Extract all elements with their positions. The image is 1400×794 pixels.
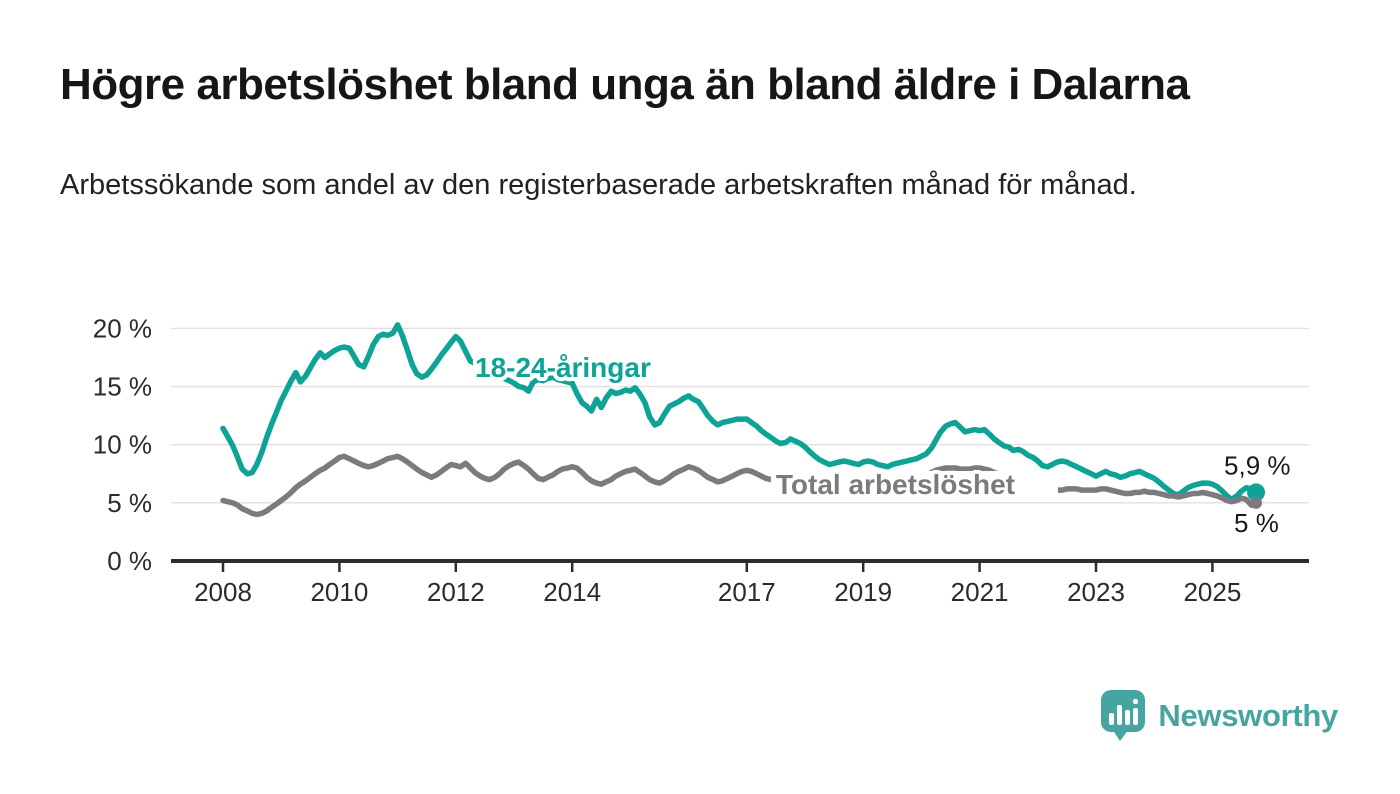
y-axis-tick-label: 15 % bbox=[93, 372, 152, 402]
page-title: Högre arbetslöshet bland unga än bland ä… bbox=[60, 60, 1190, 109]
newsworthy-logo-text: Newsworthy bbox=[1158, 697, 1338, 733]
y-axis-tick-label: 0 % bbox=[107, 546, 152, 576]
series-label-casing bbox=[770, 471, 1058, 501]
series-line-2 bbox=[220, 453, 1259, 518]
y-axis-tick-label: 5 % bbox=[107, 488, 152, 518]
x-axis-tick-label: 2021 bbox=[951, 577, 1009, 607]
x-axis-tick-label: 2023 bbox=[1067, 577, 1125, 607]
chart-subtitle: Arbetssökande som andel av den registerb… bbox=[60, 169, 1137, 201]
y-axis-tick-label: 20 % bbox=[93, 313, 152, 343]
series-line-1 bbox=[220, 322, 1259, 503]
x-axis-tick-label: 2014 bbox=[543, 577, 601, 607]
series-inline-label: Total arbetslöshet bbox=[776, 469, 1015, 500]
series-end-value-label: 5,9 % bbox=[1224, 450, 1291, 480]
x-axis-tick-label: 2008 bbox=[194, 577, 252, 607]
newsworthy-logo: Newsworthy bbox=[1100, 689, 1338, 742]
series-inline-label: 18-24-åringar bbox=[475, 352, 651, 383]
x-axis-tick-label: 2019 bbox=[834, 577, 892, 607]
speech-bubble-bar-chart-icon bbox=[1101, 690, 1146, 741]
x-axis-tick-label: 2012 bbox=[427, 577, 485, 607]
series-end-value-label: 5 % bbox=[1234, 508, 1279, 538]
series-end-dot bbox=[1247, 483, 1266, 502]
y-axis-tick-label: 10 % bbox=[93, 430, 152, 460]
x-axis-tick-label: 2025 bbox=[1183, 577, 1241, 607]
series-end-dot bbox=[1250, 496, 1263, 509]
x-axis-tick-label: 2017 bbox=[718, 577, 776, 607]
x-axis-tick-label: 2010 bbox=[310, 577, 368, 607]
